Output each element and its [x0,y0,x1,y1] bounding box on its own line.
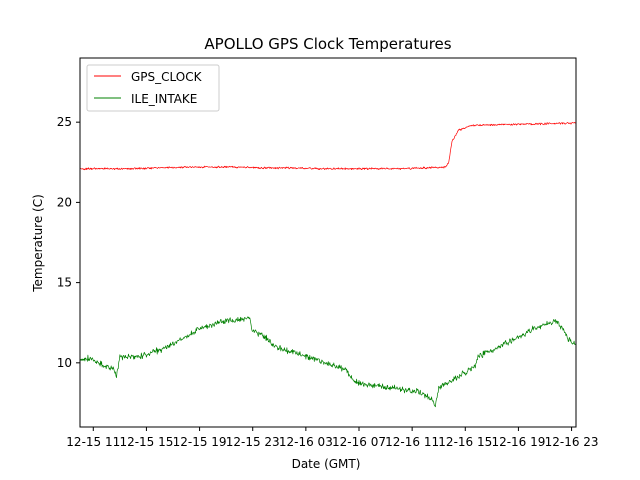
y-axis-label: Temperature (C) [31,194,45,293]
x-tick-label: 12-16 23 [545,435,599,449]
legend-label-ile-intake: ILE_INTAKE [131,92,197,106]
legend: GPS_CLOCK ILE_INTAKE [86,64,220,112]
y-tick-label: 10 [57,356,72,370]
x-tick-label: 12-16 03 [279,435,333,449]
series-line-gps-clock [79,122,577,171]
x-tick-label: 12-16 15 [438,435,492,449]
x-tick-label: 12-15 23 [226,435,280,449]
chart-title: APOLLO GPS Clock Temperatures [204,35,451,53]
y-axis-ticks: 10 15 20 25 [57,115,80,370]
x-axis-ticks: 12-15 11 12-15 15 12-15 19 12-15 23 12-16 03… [66,427,599,449]
y-tick-label: 25 [57,115,72,129]
x-tick-label: 12-16 11 [385,435,439,449]
plot-frame [79,57,577,428]
x-tick-label: 12-16 07 [332,435,386,449]
series-layer [79,122,577,408]
x-tick-label: 12-16 19 [491,435,545,449]
y-tick-label: 15 [57,276,72,290]
y-tick-label: 20 [57,195,72,209]
legend-label-gps-clock: GPS_CLOCK [131,70,203,84]
series-line-ile-intake [79,316,577,408]
x-tick-label: 12-15 11 [66,435,120,449]
x-tick-label: 12-15 19 [173,435,227,449]
x-tick-label: 12-15 15 [119,435,173,449]
x-axis-label: Date (GMT) [292,457,361,471]
